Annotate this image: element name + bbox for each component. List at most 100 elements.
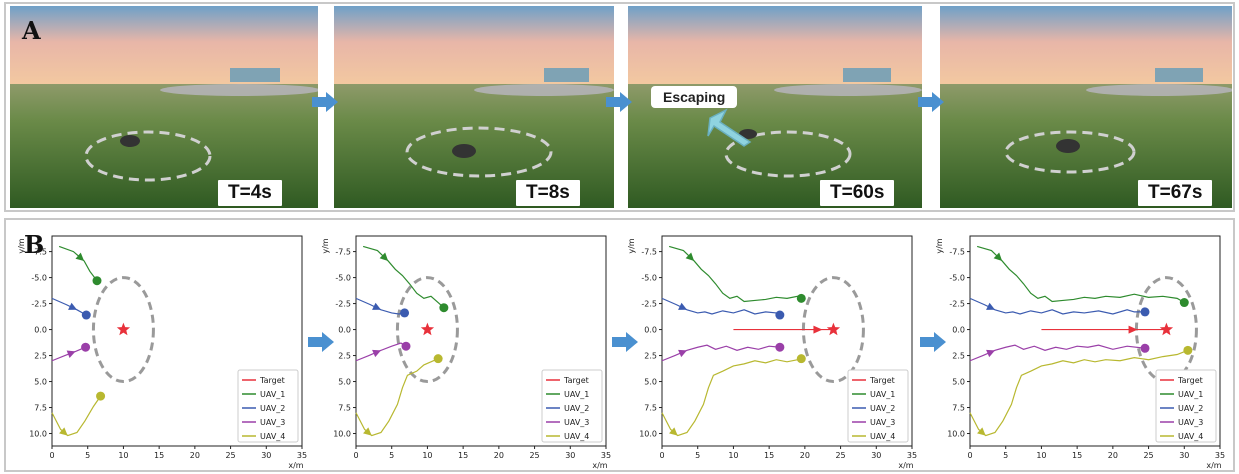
direction-arrow-uav_1 — [379, 252, 389, 261]
uav-end-marker-uav_1 — [796, 293, 806, 303]
x-tick-label: 15 — [1072, 451, 1082, 460]
x-tick-label: 10 — [118, 451, 128, 460]
uav-end-marker-uav_3 — [1140, 343, 1150, 353]
x-tick-label: 15 — [154, 451, 164, 460]
y-tick-label: -2.5 — [31, 300, 47, 309]
series-line-uav_4 — [969, 349, 1189, 437]
uav-end-marker-uav_2 — [1140, 307, 1150, 317]
x-tick-label: 35 — [297, 451, 307, 460]
legend-entry: UAV_2 — [564, 404, 589, 413]
y-tick-label: 0.0 — [644, 326, 657, 335]
series-line-uav_1 — [668, 245, 802, 303]
direction-arrow-uav_1 — [993, 252, 1003, 261]
legend-entry: Target — [1177, 376, 1203, 385]
arrow-icon-top-2 — [606, 92, 632, 112]
legend-entry: Target — [869, 376, 895, 385]
y-axis-label: y/m — [321, 238, 330, 253]
direction-arrow-uav_2 — [678, 302, 687, 310]
direction-arrow-uav_2 — [986, 302, 995, 310]
legend-entry: UAV_2 — [870, 404, 895, 413]
legend-entry: UAV_1 — [870, 390, 895, 399]
series-line-uav_3 — [355, 342, 407, 362]
x-tick-label: 35 — [907, 451, 917, 460]
x-tick-label: 10 — [422, 451, 432, 460]
series-line-uav_1 — [976, 245, 1185, 304]
x-tick-label: 35 — [601, 451, 611, 460]
x-tick-label: 30 — [261, 451, 271, 460]
y-tick-label: 10.0 — [639, 430, 657, 439]
x-tick-label: 20 — [800, 451, 810, 460]
x-tick-label: 25 — [225, 451, 235, 460]
y-tick-label: 7.5 — [952, 404, 965, 413]
x-tick-label: 25 — [529, 451, 539, 460]
uav-end-marker-uav_4 — [1183, 345, 1193, 355]
y-tick-label: -2.5 — [641, 300, 657, 309]
direction-arrow-uav_3 — [678, 349, 687, 358]
scene-illustration-1 — [10, 6, 318, 208]
uav-end-marker-uav_3 — [401, 341, 411, 351]
panel-b-frame — [4, 218, 1235, 472]
legend-entry: UAV_2 — [260, 404, 285, 413]
y-tick-label: -7.5 — [949, 248, 965, 257]
y-tick-label: -2.5 — [949, 300, 965, 309]
direction-arrow-uav_2 — [68, 302, 77, 310]
legend-entry: UAV_1 — [564, 390, 589, 399]
x-axis-label: x/m — [898, 461, 913, 470]
x-tick-label: 0 — [353, 451, 358, 460]
direction-arrow-uav_4 — [59, 427, 68, 436]
series-line-uav_4 — [51, 395, 102, 437]
legend-entry: UAV_2 — [1178, 404, 1203, 413]
y-tick-label: 7.5 — [34, 404, 47, 413]
series-line-uav_4 — [661, 358, 802, 437]
x-tick-label: 30 — [1179, 451, 1189, 460]
legend-entry: UAV_3 — [564, 418, 589, 427]
direction-arrow-uav_4 — [363, 427, 372, 436]
x-tick-label: 20 — [494, 451, 504, 460]
y-tick-label: 5.0 — [952, 378, 965, 387]
y-tick-label: -7.5 — [31, 248, 47, 257]
time-badge-1: T=4s — [218, 180, 282, 206]
y-tick-label: 5.0 — [34, 378, 47, 387]
time-badge-4: T=67s — [1138, 180, 1213, 206]
panel-label-a: A — [22, 16, 41, 45]
legend-entry: UAV_4 — [870, 432, 895, 441]
direction-arrow-uav_4 — [669, 427, 678, 436]
scene-illustration-4 — [940, 6, 1232, 208]
x-tick-label: 10 — [1036, 451, 1046, 460]
y-tick-label: 2.5 — [34, 352, 47, 361]
y-axis-label: y/m — [17, 238, 26, 253]
trajectory-chart-4: 0 5 10 15 20 25 30 35 -7.5 -5.0 -2.5 0.0 2.5 5.0 7.5 10… — [935, 235, 1225, 470]
legend-entry: UAV_3 — [1178, 418, 1203, 427]
legend-box — [847, 369, 909, 443]
target-direction-arrow — [1128, 325, 1138, 334]
x-tick-label: 20 — [190, 451, 200, 460]
x-tick-label: 25 — [1143, 451, 1153, 460]
x-tick-label: 5 — [695, 451, 700, 460]
target-star-marker — [826, 322, 841, 336]
direction-arrow-uav_1 — [685, 252, 695, 261]
uav-end-marker-uav_4 — [796, 354, 806, 364]
uav-end-marker-uav_3 — [775, 342, 785, 352]
y-tick-label: 5.0 — [338, 378, 351, 387]
uav-end-marker-uav_1 — [1179, 298, 1189, 308]
legend-entry: Target — [259, 376, 285, 385]
scene-image-4 — [940, 6, 1232, 208]
encircle-ring — [91, 276, 155, 384]
time-badge-3: T=60s — [820, 180, 895, 206]
legend-entry: UAV_4 — [260, 432, 285, 441]
target-direction-arrow — [813, 325, 823, 334]
arrow-icon-bottom-1 — [308, 332, 334, 352]
target-star-marker — [116, 322, 131, 336]
y-tick-label: 2.5 — [644, 352, 657, 361]
legend-box — [1155, 369, 1217, 443]
y-tick-label: 10.0 — [333, 430, 351, 439]
escaping-label: Escaping — [651, 86, 738, 108]
scene-image-2 — [334, 6, 614, 208]
uav-end-marker-uav_1 — [439, 303, 449, 313]
x-tick-label: 5 — [85, 451, 90, 460]
escape-direction-arrow — [707, 108, 752, 147]
y-tick-label: 10.0 — [947, 430, 965, 439]
y-tick-label: -7.5 — [641, 248, 657, 257]
trajectory-chart-3: 0 5 10 15 20 25 30 35 -7.5 -5.0 -2.5 0.0 2.5 5.0 7.5 10… — [627, 235, 917, 470]
